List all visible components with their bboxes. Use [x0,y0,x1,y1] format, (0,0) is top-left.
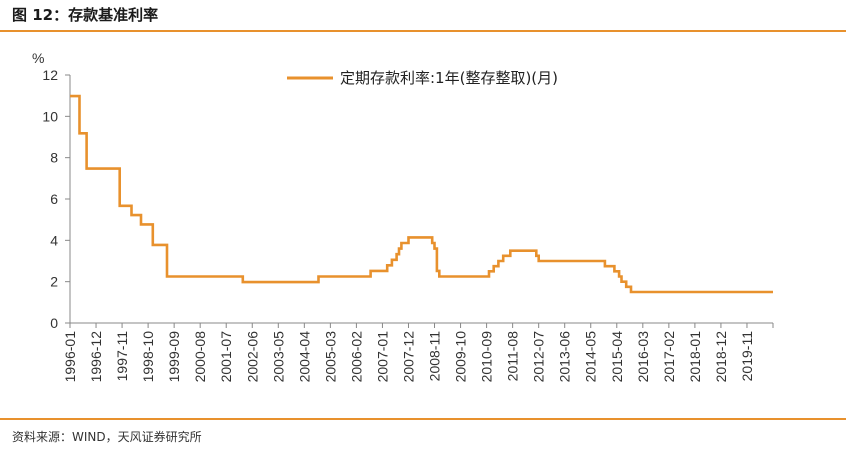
legend: 定期存款利率:1年(整存整取)(月) [287,69,558,87]
x-tick-label: 1996-01 [62,331,78,383]
x-tick-label: 1998-10 [140,331,156,383]
y-tick-label: 8 [50,150,58,166]
x-tick-label: 2005-03 [322,331,338,383]
x-tick-label: 2015-04 [609,331,625,383]
y-tick-label: 4 [50,232,58,248]
x-tick-label: 2004-04 [296,331,312,383]
figure-title: 图 12：存款基准利率 [12,6,159,24]
y-tick-label: 12 [42,67,58,83]
x-tick-label: 2019-11 [739,331,755,382]
series-line-0 [70,94,773,294]
header-rule [0,30,846,32]
y-tick-label: 6 [50,191,58,207]
y-tick-label: 2 [50,274,58,290]
x-axis: 1996-01 1996-12 1997-11 1998-10 1999-09 2000-… [62,322,774,383]
rate-chart: % 0 2 4 6 8 10 12 1996-01 1996-12 1997-11 1998-10… [32,50,774,383]
x-tick-label: 2008-11 [427,331,443,382]
y-unit-label: % [32,50,44,66]
x-tick-label: 2010-09 [479,331,495,383]
x-tick-label: 2001-07 [218,331,234,383]
x-tick-label: 2016-03 [635,331,651,383]
x-tick-label: 1999-09 [166,331,182,383]
x-tick-label: 2013-06 [557,331,573,383]
x-tick-label: 2006-02 [348,331,364,383]
footer-rule [0,418,846,420]
y-axis: 0 2 4 6 8 10 12 [42,67,71,331]
x-tick-label: 2018-12 [713,331,729,383]
x-tick-label: 1996-12 [88,331,104,383]
y-tick-label: 10 [42,108,58,124]
x-tick-label: 2000-08 [192,331,208,383]
x-tick-label: 2007-12 [400,331,416,383]
x-tick-label: 2014-05 [583,331,599,383]
legend-label: 定期存款利率:1年(整存整取)(月) [340,69,558,87]
x-tick-label: 2011-08 [505,331,521,382]
x-tick-label: 2012-07 [531,331,547,383]
x-tick-label: 1997-11 [114,331,130,382]
y-tick-label: 0 [50,315,58,331]
x-tick-label: 2017-02 [661,331,677,383]
x-tick-label: 2002-06 [244,331,260,383]
source-note: 资料来源：WIND，天风证券研究所 [12,430,202,444]
x-tick-label: 2018-01 [687,331,703,383]
x-tick-label: 2003-05 [270,331,286,383]
x-tick-label: 2007-01 [374,331,390,383]
series-layer [70,94,773,294]
x-tick-label: 2009-10 [453,331,469,383]
